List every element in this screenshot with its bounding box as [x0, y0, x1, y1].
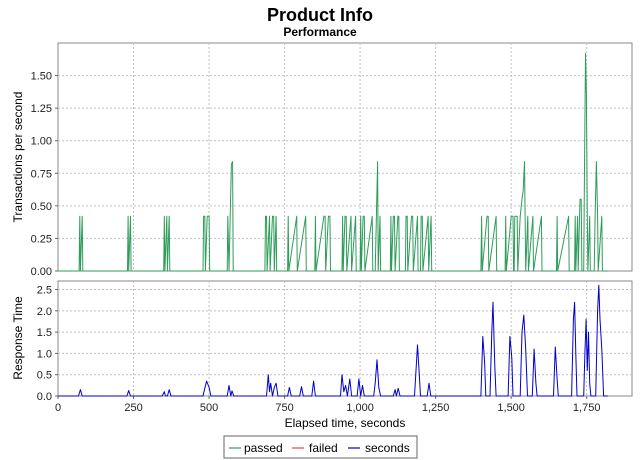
chart-title: Product Info: [267, 5, 373, 25]
x-tick-label: 1,750: [573, 402, 601, 414]
transactions-series: [58, 52, 608, 272]
x-tick-label: 1,250: [422, 402, 450, 414]
transactions-plot: 0.00 0.25 0.50 0.75 1.00 1.25 1.50 Transaction…: [11, 42, 633, 278]
transactions-y-tick-label: 0.75: [31, 168, 52, 180]
response-time-plot-area: [57, 280, 633, 397]
response-time-y-tick-label: 1.0: [37, 348, 52, 360]
transactions-plot-area: [57, 42, 633, 272]
transactions-y-tick-label: 0.00: [31, 266, 52, 278]
chart-subtitle: Performance: [283, 25, 357, 39]
response-time-y-ticks: 0.0 0.5 1.0 1.5 2.0 2.5: [37, 285, 58, 403]
x-tick-label: 750: [275, 402, 293, 414]
response-time-y-axis-label: Response Time: [11, 296, 25, 380]
transactions-passed-line: [58, 52, 608, 272]
transactions-y-tick-label: 0.50: [31, 201, 52, 213]
response-time-y-tick-label: 0.5: [37, 370, 52, 382]
response-time-y-tick-label: 2.0: [37, 306, 52, 318]
response-time-y-tick-label: 0.0: [37, 391, 52, 403]
response-time-seconds-line: [58, 284, 608, 397]
x-tick-label: 0: [55, 402, 61, 414]
transactions-y-tick-label: 0.25: [31, 233, 52, 245]
response-time-y-tick-label: 1.5: [37, 327, 52, 339]
transactions-y-tick-label: 1.00: [31, 136, 52, 148]
legend-passed-label: passed: [244, 441, 283, 455]
x-tick-label: 1,500: [497, 402, 525, 414]
transactions-y-ticks: 0.00 0.25 0.50 0.75 1.00 1.25 1.50: [31, 71, 58, 278]
legend-failed-label: failed: [309, 441, 338, 455]
response-time-series: [58, 284, 608, 397]
transactions-y-tick-label: 1.25: [31, 103, 52, 115]
transactions-y-tick-label: 1.50: [31, 71, 52, 83]
transactions-grid: [58, 43, 632, 271]
legend-seconds-label: seconds: [365, 441, 410, 455]
x-tick-label: 1,000: [346, 402, 374, 414]
legend: passed failed seconds: [223, 435, 418, 459]
transactions-y-axis-label: Transactions per second: [11, 92, 25, 223]
x-axis-label: Elapsed time, seconds: [285, 416, 406, 430]
response-time-x-ticks: 0 250 500 750 1,000 1,250 1,500 1,750: [55, 396, 601, 414]
x-tick-label: 500: [200, 402, 218, 414]
response-time-plot: 0.0 0.5 1.0 1.5 2.0 2.5 0 250 500 750 1,000 1,250 1…: [11, 280, 633, 430]
response-time-y-tick-label: 2.5: [37, 285, 52, 297]
legend-box: [223, 435, 418, 459]
x-tick-label: 250: [124, 402, 142, 414]
